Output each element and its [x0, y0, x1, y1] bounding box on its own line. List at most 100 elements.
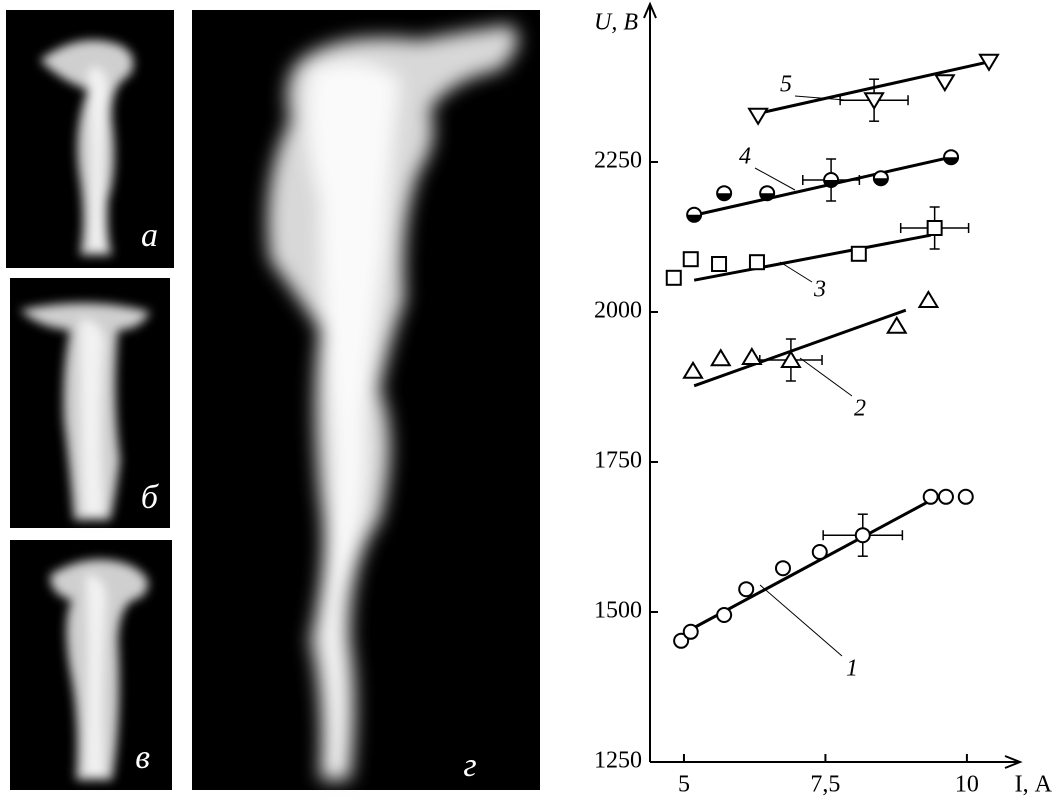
marker — [926, 220, 943, 236]
marker — [957, 488, 974, 505]
series-label: 4 — [739, 144, 751, 170]
photo-a: а — [6, 10, 174, 268]
marker — [922, 488, 939, 505]
series-label: 1 — [846, 656, 858, 682]
leader-line — [794, 95, 846, 101]
fit-line — [693, 308, 907, 388]
marker — [747, 107, 769, 126]
marker-shape — [937, 488, 954, 505]
marker-fill — [760, 193, 775, 201]
marker-fill — [873, 178, 888, 186]
marker-shape — [709, 348, 732, 367]
panel-label: а — [141, 217, 158, 254]
marker-shape — [957, 488, 974, 505]
panel-label: в — [135, 739, 150, 776]
panel-label: б — [141, 479, 160, 516]
fit-line — [693, 233, 931, 282]
plot: U, В I, А 1250 1500 1750 2000 2250 5 7,5 10 1 2 3 4… — [594, 1, 1053, 798]
marker — [863, 92, 885, 111]
marker — [738, 581, 755, 598]
marker-shape — [774, 560, 791, 577]
marker — [937, 488, 954, 505]
y-arrow — [643, 1, 657, 19]
marker-shape — [863, 92, 885, 111]
marker-shape — [748, 254, 765, 271]
marker-shape — [682, 251, 699, 268]
marker-shape — [747, 107, 769, 126]
x-tick-label: 7,5 — [810, 772, 840, 798]
marker-fill — [824, 180, 839, 187]
marker — [934, 74, 956, 93]
marker — [854, 527, 871, 544]
marker — [741, 347, 763, 365]
marker — [682, 251, 699, 268]
marker — [682, 360, 704, 379]
marker-shape — [741, 347, 763, 365]
marker — [850, 245, 867, 262]
marker — [759, 185, 776, 202]
marker-shape — [885, 315, 908, 334]
series-label: 3 — [813, 277, 826, 303]
marker — [682, 623, 699, 640]
marker-shape — [665, 269, 682, 286]
marker-shape — [673, 632, 690, 649]
x-axis-label: I, А — [1015, 772, 1053, 798]
y-axis-label: U, В — [594, 10, 638, 36]
fit-line — [690, 155, 952, 218]
fit-line — [694, 497, 934, 629]
marker-shape — [922, 488, 939, 505]
photo-v: в — [10, 540, 172, 790]
marker-shape — [850, 245, 867, 262]
marker-shape — [811, 544, 828, 560]
leader-line — [779, 261, 813, 283]
marker-shape — [917, 290, 940, 308]
marker — [823, 172, 840, 188]
y-tick-label: 2000 — [594, 298, 642, 324]
marker — [885, 315, 908, 334]
marker — [748, 254, 765, 271]
marker — [716, 185, 733, 202]
marker — [780, 350, 802, 368]
photo-g: г — [192, 10, 540, 790]
marker-shape — [854, 527, 871, 544]
y-tick-label: 2250 — [594, 148, 642, 174]
marker — [774, 560, 791, 577]
marker — [665, 269, 682, 286]
x-tick-label: 10 — [955, 772, 979, 798]
marker — [917, 290, 940, 308]
leader-line — [754, 167, 796, 191]
marker-shape — [682, 360, 704, 379]
marker — [711, 256, 728, 272]
marker — [811, 544, 828, 560]
y-tick-label: 1500 — [594, 598, 642, 624]
marker — [686, 206, 703, 223]
marker-fill — [944, 157, 959, 165]
marker — [709, 348, 732, 367]
marker-shape — [682, 623, 699, 640]
x-tick-label: 5 — [678, 772, 690, 798]
marker — [943, 149, 960, 166]
panel-label: г — [463, 747, 476, 784]
y-tick-label: 1250 — [594, 748, 642, 774]
marker — [978, 53, 1000, 72]
photo-b: б — [10, 278, 170, 528]
marker-shape — [978, 53, 1000, 72]
marker-fill — [717, 193, 732, 201]
marker-fill — [687, 214, 702, 222]
marker — [872, 170, 889, 187]
series-label: 5 — [780, 72, 792, 98]
marker-shape — [716, 607, 733, 623]
leader-line — [759, 584, 843, 657]
series-label: 2 — [854, 396, 866, 422]
marker — [716, 607, 733, 623]
marker-shape — [738, 581, 755, 598]
marker-shape — [780, 350, 802, 368]
fit-line — [760, 60, 990, 115]
marker-shape — [711, 256, 728, 272]
marker-shape — [926, 220, 943, 236]
x-arrow — [1004, 755, 1023, 769]
marker-shape — [934, 74, 956, 93]
marker — [673, 632, 690, 649]
leader-line — [799, 357, 853, 397]
